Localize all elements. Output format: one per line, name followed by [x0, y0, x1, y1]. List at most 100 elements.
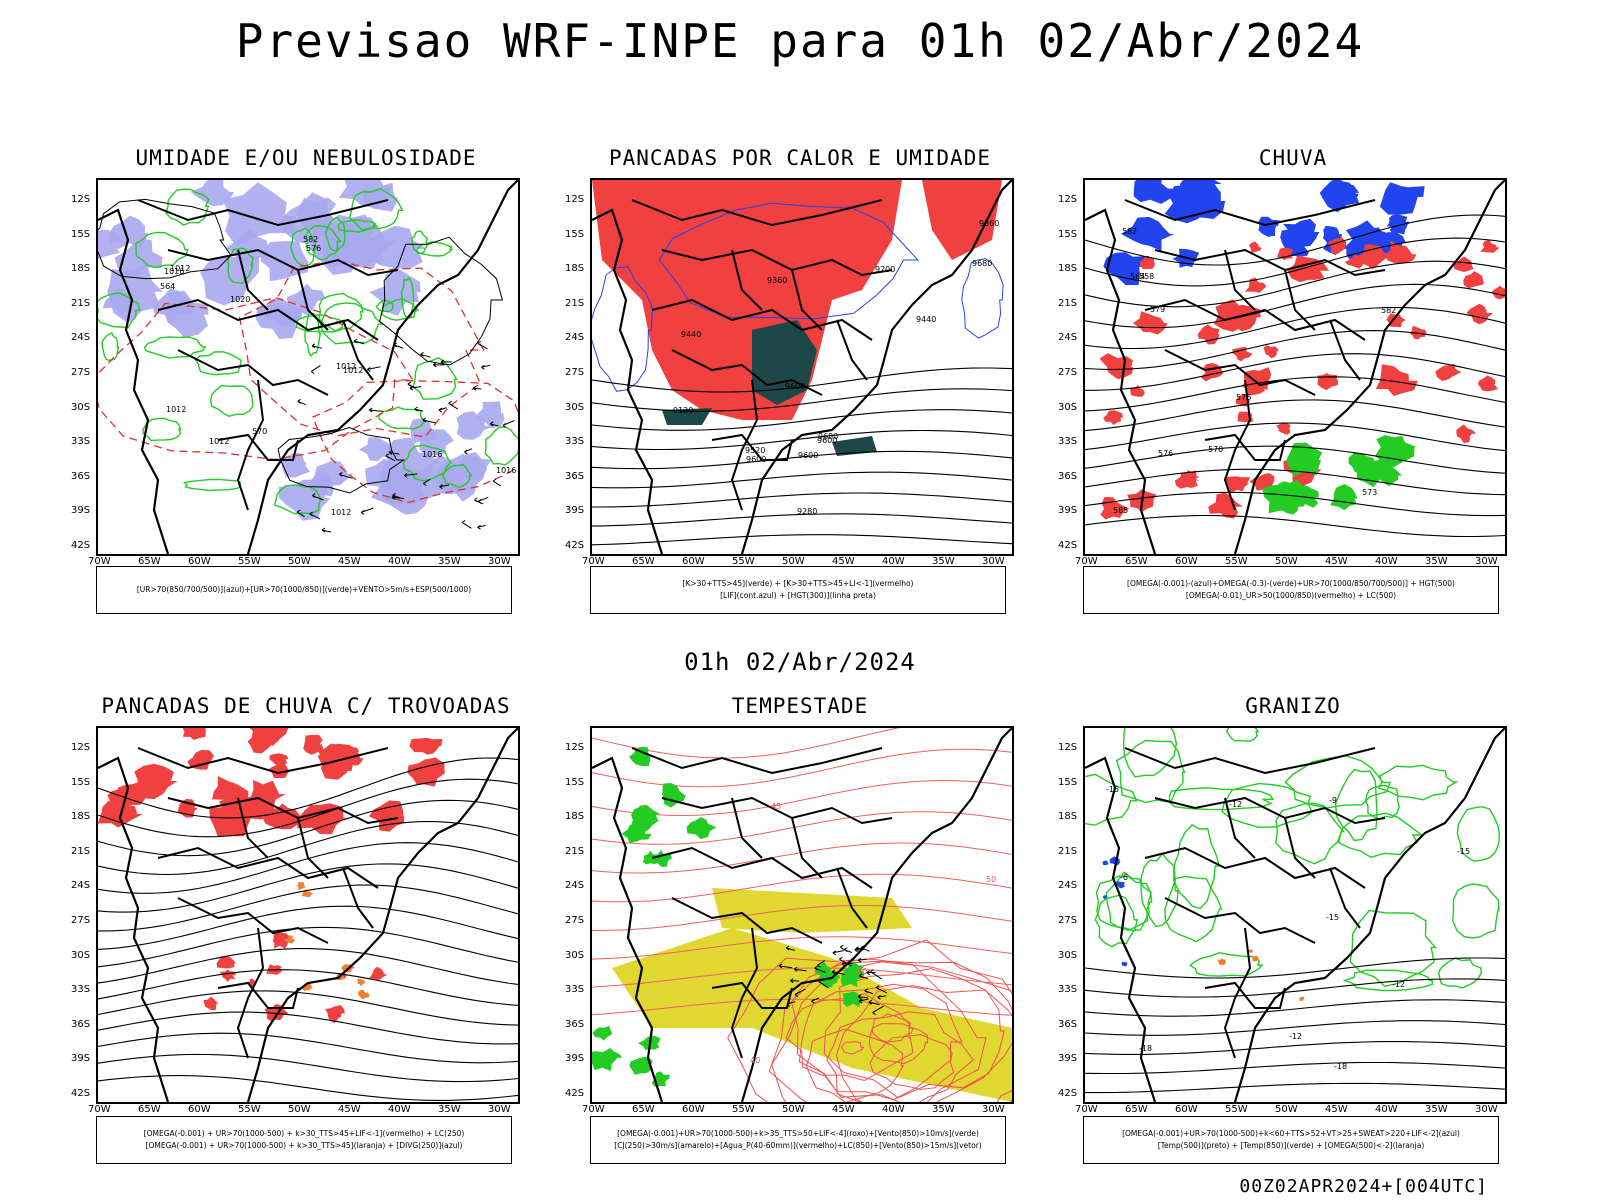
height-contour: [592, 471, 1012, 489]
wind-vector: [877, 994, 887, 1000]
streamline: [98, 1011, 518, 1045]
lat-label: 30S: [565, 401, 585, 413]
lat-label: 12S: [565, 194, 585, 205]
wind-vector: [811, 997, 820, 1004]
humidity-shading: [365, 458, 407, 494]
lat-label: 12S: [565, 742, 585, 753]
wind-vector: [339, 471, 353, 479]
wind-vector: [858, 973, 868, 980]
lon-label: 45W: [338, 556, 361, 567]
rain-omega-shading: [1327, 180, 1359, 208]
lon-label: 30W: [982, 556, 1005, 567]
legend-line: [OMEGA(-0.001)+UR>70(1000-500)+k<60+TTS>…: [1122, 1129, 1460, 1138]
rain-humidity-shading: [1463, 271, 1484, 289]
wind-vector: [875, 985, 888, 994]
lat-label: 18S: [1058, 811, 1078, 823]
lon-label: 65W: [138, 1104, 161, 1115]
rain-humidity-shading: [1208, 492, 1243, 519]
lon-label: 70W: [582, 1104, 605, 1115]
lon-label: 35W: [932, 1104, 955, 1115]
wind-vector: [794, 988, 806, 997]
contour-label: -15: [1106, 785, 1119, 794]
storm-shading: [212, 776, 249, 803]
lon-label: 60W: [188, 1104, 211, 1115]
omega-shading: [1251, 955, 1260, 962]
streamline: [98, 884, 518, 932]
panel-6-legend: [OMEGA(-0.001)+UR>70(1000-500)+k<60+TTS>…: [1083, 1116, 1499, 1164]
wind-vector: [857, 957, 867, 963]
wind-vector: [311, 364, 321, 375]
rain-humidity-shading: [1249, 473, 1275, 491]
panel-2-map-graphics: 9680968096009600952094409360928092009120…: [592, 180, 1012, 554]
wind-850-shading: [631, 806, 660, 834]
contour-label: -15: [1326, 913, 1339, 922]
wind-vector: [422, 417, 436, 424]
contour-label: 576: [306, 244, 321, 253]
panel-4-map: [96, 726, 520, 1104]
wind-vector: [403, 473, 418, 478]
temp-850-contour: [1349, 909, 1437, 988]
hail-shading: [1115, 881, 1125, 889]
temp-850-contour: [1334, 768, 1378, 842]
lat-label: 42S: [565, 540, 585, 551]
page-title: Previsao WRF-INPE para 01h 02/Abr/2024: [235, 14, 1365, 68]
contour-label: 1012: [331, 508, 351, 517]
geopotential-contour: [1085, 468, 1505, 496]
storm-shading: [250, 780, 286, 809]
temp-850-contour: [1085, 773, 1138, 826]
contour-label: 582: [303, 235, 318, 244]
lon-label: 55W: [732, 1104, 755, 1115]
precipitable-water-contour: [791, 960, 1012, 1102]
lat-label: 27S: [1058, 915, 1078, 926]
lat-label: 18S: [565, 811, 585, 823]
wind-vector: [311, 343, 323, 349]
rain-humidity-shading: [1099, 353, 1133, 380]
storm-shading: [325, 1005, 345, 1024]
panel-5-map-graphics: 40 40 50 45: [592, 728, 1012, 1102]
lon-label: 70W: [88, 556, 111, 567]
lon-label: 45W: [832, 556, 855, 567]
lat-label: 27S: [1058, 367, 1078, 378]
lat-label: 12S: [71, 742, 91, 753]
streamline: [98, 1032, 518, 1064]
temp-850-contour: [1284, 754, 1391, 809]
temp-850-contour: [1168, 787, 1275, 811]
wind-850-shading: [629, 746, 652, 767]
lon-label: 55W: [732, 556, 755, 567]
temp-850-contour: [1189, 951, 1264, 977]
precipitable-water-contour: [823, 968, 1005, 1099]
contour-label: 558: [1139, 272, 1154, 281]
lat-label: 21S: [565, 845, 585, 857]
precipitable-water-contour: [805, 1028, 904, 1102]
humidity-contour: [101, 331, 120, 361]
wind-vector: [474, 497, 484, 505]
contour-label: 9600: [746, 455, 766, 464]
geopotential-contour: [1085, 422, 1505, 452]
lat-label: 33S: [71, 984, 91, 996]
panel-1-title: UMIDADE E/OU NEBULOSIDADE: [135, 146, 477, 170]
height-contour: [592, 534, 1012, 546]
lat-label: 30S: [1058, 401, 1078, 413]
lat-label: 15S: [1058, 228, 1078, 240]
streamline: [98, 948, 518, 985]
lat-label: 18S: [71, 263, 91, 275]
rain-omega-shading: [1323, 225, 1342, 242]
contour-label: 1016: [422, 450, 442, 459]
panel-5-title: TEMPESTADE: [731, 694, 869, 718]
wind-vector: [360, 507, 374, 515]
lon-label: 55W: [238, 1104, 261, 1115]
humidity-shading: [409, 418, 437, 444]
lat-label: 30S: [1058, 949, 1078, 961]
rain-humidity-shading: [1245, 277, 1267, 293]
wind-vector: [321, 527, 332, 533]
wind-vector: [309, 511, 321, 520]
humidity-contour: [324, 216, 346, 252]
contour-label: -12: [1229, 800, 1242, 809]
temp-850-contour: [1095, 875, 1153, 931]
rain-omega-shading: [1258, 216, 1280, 237]
lon-label: 30W: [1475, 556, 1498, 567]
rain-strong-shading: [1379, 463, 1403, 487]
temp-500-contour: [1085, 978, 1505, 998]
rain-humidity-shading: [1263, 345, 1279, 359]
panel-4-legend: [OMEGA(-0.001) + UR>70(1000-500) + k>30_…: [96, 1116, 512, 1164]
